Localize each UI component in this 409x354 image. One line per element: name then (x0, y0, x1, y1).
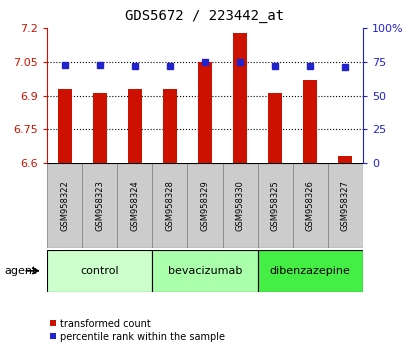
Bar (292, 163, 327, 248)
Bar (303, 80, 317, 163)
Bar (117, 163, 152, 248)
Text: bevacizumab: bevacizumab (167, 266, 242, 276)
Text: control: control (80, 266, 119, 276)
Text: GSM958322: GSM958322 (60, 180, 69, 231)
Bar (232, 33, 247, 163)
Bar (47, 163, 82, 248)
Bar (337, 156, 351, 163)
Bar (327, 163, 362, 248)
Bar (128, 89, 142, 163)
Text: dibenzazepine: dibenzazepine (269, 266, 350, 276)
Legend: transformed count, percentile rank within the sample: transformed count, percentile rank withi… (46, 315, 229, 346)
Bar (187, 163, 222, 248)
Bar (152, 250, 257, 292)
Text: agent: agent (4, 266, 36, 276)
Bar (257, 250, 362, 292)
Bar (267, 93, 281, 163)
Bar (82, 163, 117, 248)
Text: GSM958326: GSM958326 (305, 180, 314, 231)
Text: GSM958327: GSM958327 (340, 180, 349, 231)
Bar (162, 89, 177, 163)
Text: GSM958328: GSM958328 (165, 180, 174, 231)
Text: GSM958324: GSM958324 (130, 180, 139, 231)
Bar (92, 93, 106, 163)
Text: GDS5672 / 223442_at: GDS5672 / 223442_at (125, 9, 284, 23)
Bar (222, 163, 257, 248)
Text: GSM958330: GSM958330 (235, 180, 244, 231)
Text: GSM958323: GSM958323 (95, 180, 104, 231)
Text: GSM958325: GSM958325 (270, 180, 279, 231)
Bar (152, 163, 187, 248)
Bar (257, 163, 292, 248)
Bar (47, 250, 152, 292)
Bar (198, 62, 211, 163)
Bar (58, 89, 72, 163)
Text: GSM958329: GSM958329 (200, 180, 209, 231)
